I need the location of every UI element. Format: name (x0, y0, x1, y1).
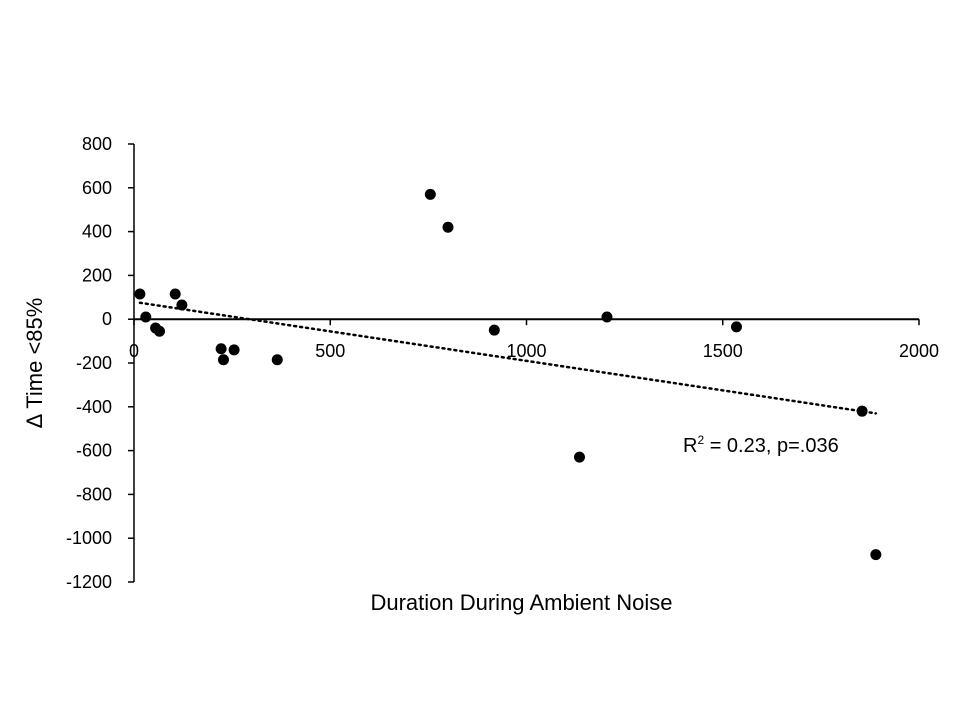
trendline (138, 301, 878, 415)
data-point (442, 221, 454, 233)
data-points (134, 188, 882, 561)
x-tick-label: 1500 (703, 341, 743, 361)
y-tick-label: 0 (102, 309, 112, 329)
data-point (730, 321, 742, 333)
data-point (134, 288, 146, 300)
data-point (169, 288, 181, 300)
y-tick-label: -1000 (66, 528, 112, 548)
data-point (601, 311, 613, 323)
data-point (176, 299, 188, 311)
data-point (154, 325, 166, 337)
x-tick-label: 0 (129, 341, 139, 361)
annotation-prefix: R (683, 435, 697, 457)
data-point (271, 354, 283, 366)
annotation-suffix: = 0.23, p=.036 (704, 435, 839, 457)
data-point (424, 188, 436, 200)
data-point (488, 324, 500, 336)
data-point (140, 311, 152, 323)
data-point (217, 354, 229, 366)
y-tick-label: -1200 (66, 572, 112, 592)
y-tick-label: 800 (82, 134, 112, 154)
r-squared-annotation: R2 = 0.23, p=.036 (683, 433, 839, 457)
y-tick-label: 200 (82, 265, 112, 285)
y-tick-label: -400 (76, 397, 112, 417)
x-tick-label: 500 (315, 341, 345, 361)
y-tick-label: -800 (76, 484, 112, 504)
axes (128, 143, 920, 583)
y-tick-label: -200 (76, 353, 112, 373)
data-point (228, 344, 240, 356)
data-point (870, 549, 882, 561)
data-point (215, 343, 227, 355)
data-point (573, 451, 585, 463)
y-tick-label: -600 (76, 441, 112, 461)
annotation-superscript: 2 (697, 433, 704, 447)
y-tick-label: 600 (82, 178, 112, 198)
y-axis-title: Δ Time <85% (22, 298, 47, 429)
tick-labels: 8006004002000-200-400-600-800-1000-12000… (66, 134, 939, 592)
x-axis-title: Duration During Ambient Noise (370, 590, 672, 615)
x-tick-label: 1000 (506, 341, 546, 361)
y-tick-label: 400 (82, 222, 112, 242)
x-tick-label: 2000 (899, 341, 939, 361)
data-point (856, 405, 868, 417)
